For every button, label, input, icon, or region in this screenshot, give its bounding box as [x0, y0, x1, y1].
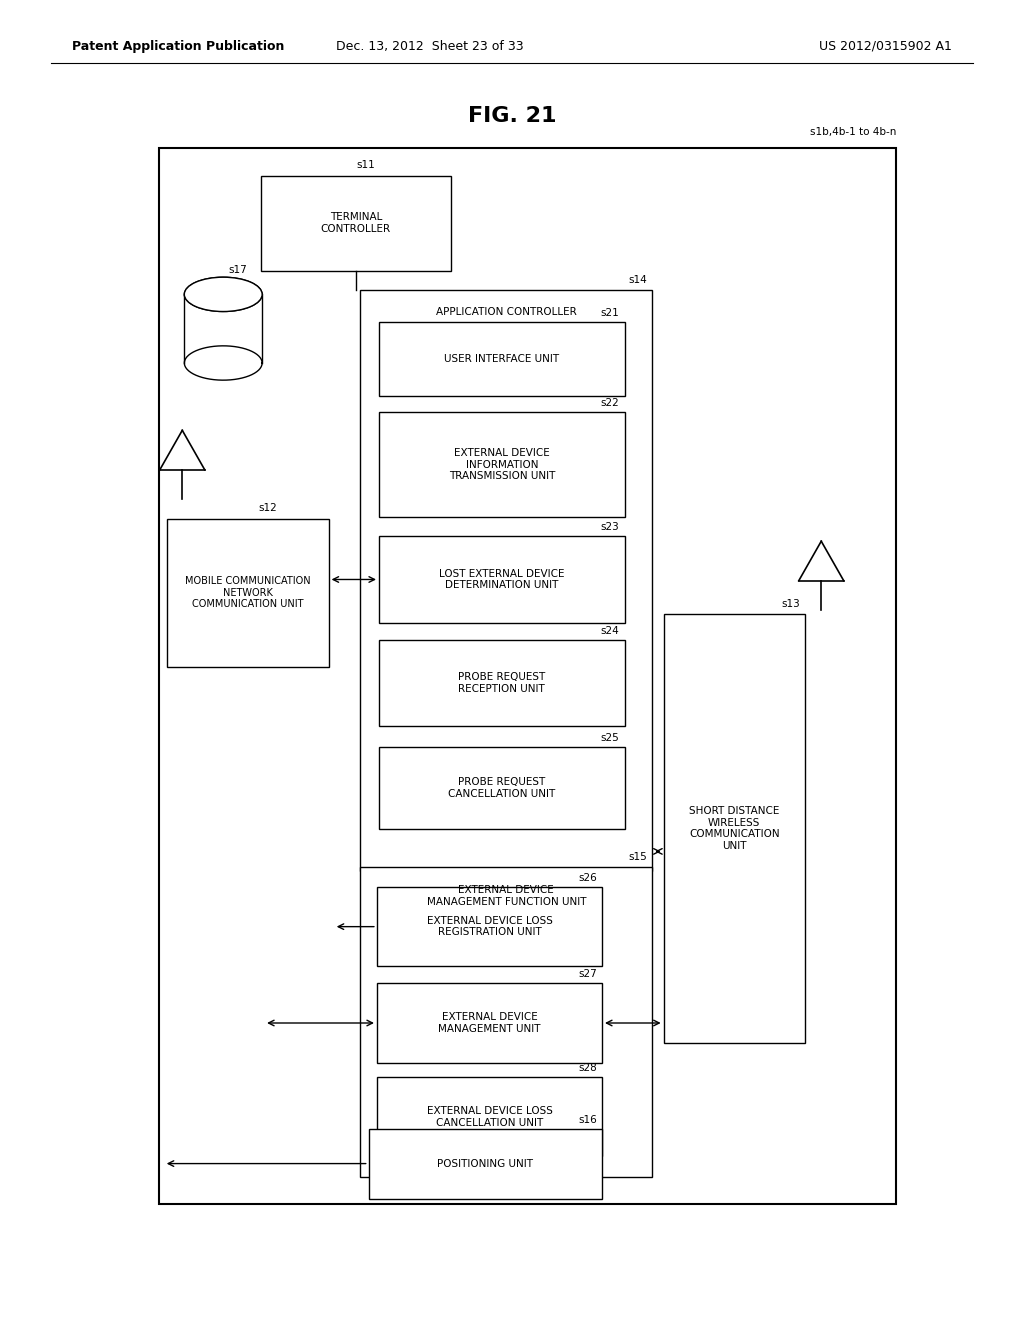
- FancyBboxPatch shape: [377, 1077, 602, 1156]
- Text: s21: s21: [601, 308, 620, 318]
- Text: s27: s27: [579, 969, 597, 979]
- FancyBboxPatch shape: [379, 412, 625, 517]
- Text: s14: s14: [629, 275, 647, 285]
- Ellipse shape: [184, 277, 262, 312]
- Text: s11: s11: [356, 160, 376, 170]
- Text: s16: s16: [579, 1114, 597, 1125]
- FancyBboxPatch shape: [369, 1129, 602, 1199]
- Text: s26: s26: [579, 873, 597, 883]
- FancyBboxPatch shape: [379, 322, 625, 396]
- Text: EXTERNAL DEVICE
MANAGEMENT UNIT: EXTERNAL DEVICE MANAGEMENT UNIT: [438, 1012, 541, 1034]
- Text: s15: s15: [629, 851, 647, 862]
- Text: EXTERNAL DEVICE LOSS
REGISTRATION UNIT: EXTERNAL DEVICE LOSS REGISTRATION UNIT: [427, 916, 552, 937]
- Text: s12: s12: [259, 503, 278, 513]
- Text: Dec. 13, 2012  Sheet 23 of 33: Dec. 13, 2012 Sheet 23 of 33: [336, 40, 524, 53]
- Text: LOST EXTERNAL DEVICE
DETERMINATION UNIT: LOST EXTERNAL DEVICE DETERMINATION UNIT: [439, 569, 564, 590]
- Text: s28: s28: [579, 1063, 597, 1073]
- Text: EXTERNAL DEVICE
INFORMATION
TRANSMISSION UNIT: EXTERNAL DEVICE INFORMATION TRANSMISSION…: [449, 447, 555, 482]
- FancyBboxPatch shape: [261, 176, 451, 271]
- Text: s22: s22: [601, 397, 620, 408]
- Text: EXTERNAL DEVICE LOSS
CANCELLATION UNIT: EXTERNAL DEVICE LOSS CANCELLATION UNIT: [427, 1106, 552, 1127]
- Text: Patent Application Publication: Patent Application Publication: [72, 40, 284, 53]
- Text: POSITIONING UNIT: POSITIONING UNIT: [437, 1159, 534, 1168]
- Text: TERMINAL
CONTROLLER: TERMINAL CONTROLLER: [321, 213, 391, 234]
- Text: SHORT DISTANCE
WIRELESS
COMMUNICATION
UNIT: SHORT DISTANCE WIRELESS COMMUNICATION UN…: [689, 807, 779, 850]
- Text: US 2012/0315902 A1: US 2012/0315902 A1: [819, 40, 952, 53]
- FancyBboxPatch shape: [377, 887, 602, 966]
- Text: s17: s17: [228, 264, 247, 275]
- FancyBboxPatch shape: [360, 290, 652, 871]
- Text: s24: s24: [601, 626, 620, 636]
- FancyBboxPatch shape: [360, 867, 652, 1177]
- Text: MOBILE COMMUNICATION
NETWORK
COMMUNICATION UNIT: MOBILE COMMUNICATION NETWORK COMMUNICATI…: [185, 576, 310, 610]
- FancyBboxPatch shape: [377, 983, 602, 1063]
- FancyBboxPatch shape: [379, 640, 625, 726]
- Text: s25: s25: [601, 733, 620, 743]
- FancyBboxPatch shape: [664, 614, 805, 1043]
- Text: FIG. 21: FIG. 21: [468, 106, 556, 127]
- FancyBboxPatch shape: [379, 536, 625, 623]
- Text: s23: s23: [601, 521, 620, 532]
- FancyBboxPatch shape: [159, 148, 896, 1204]
- Text: s13: s13: [781, 598, 800, 609]
- Text: APPLICATION CONTROLLER: APPLICATION CONTROLLER: [436, 306, 577, 317]
- Text: PROBE REQUEST
CANCELLATION UNIT: PROBE REQUEST CANCELLATION UNIT: [449, 777, 555, 799]
- Text: USER INTERFACE UNIT: USER INTERFACE UNIT: [444, 354, 559, 364]
- Text: EXTERNAL DEVICE
MANAGEMENT FUNCTION UNIT: EXTERNAL DEVICE MANAGEMENT FUNCTION UNIT: [427, 886, 586, 907]
- Text: PROBE REQUEST
RECEPTION UNIT: PROBE REQUEST RECEPTION UNIT: [458, 672, 546, 694]
- FancyBboxPatch shape: [167, 519, 329, 667]
- Text: s1b,4b-1 to 4b-n: s1b,4b-1 to 4b-n: [810, 127, 896, 137]
- FancyBboxPatch shape: [379, 747, 625, 829]
